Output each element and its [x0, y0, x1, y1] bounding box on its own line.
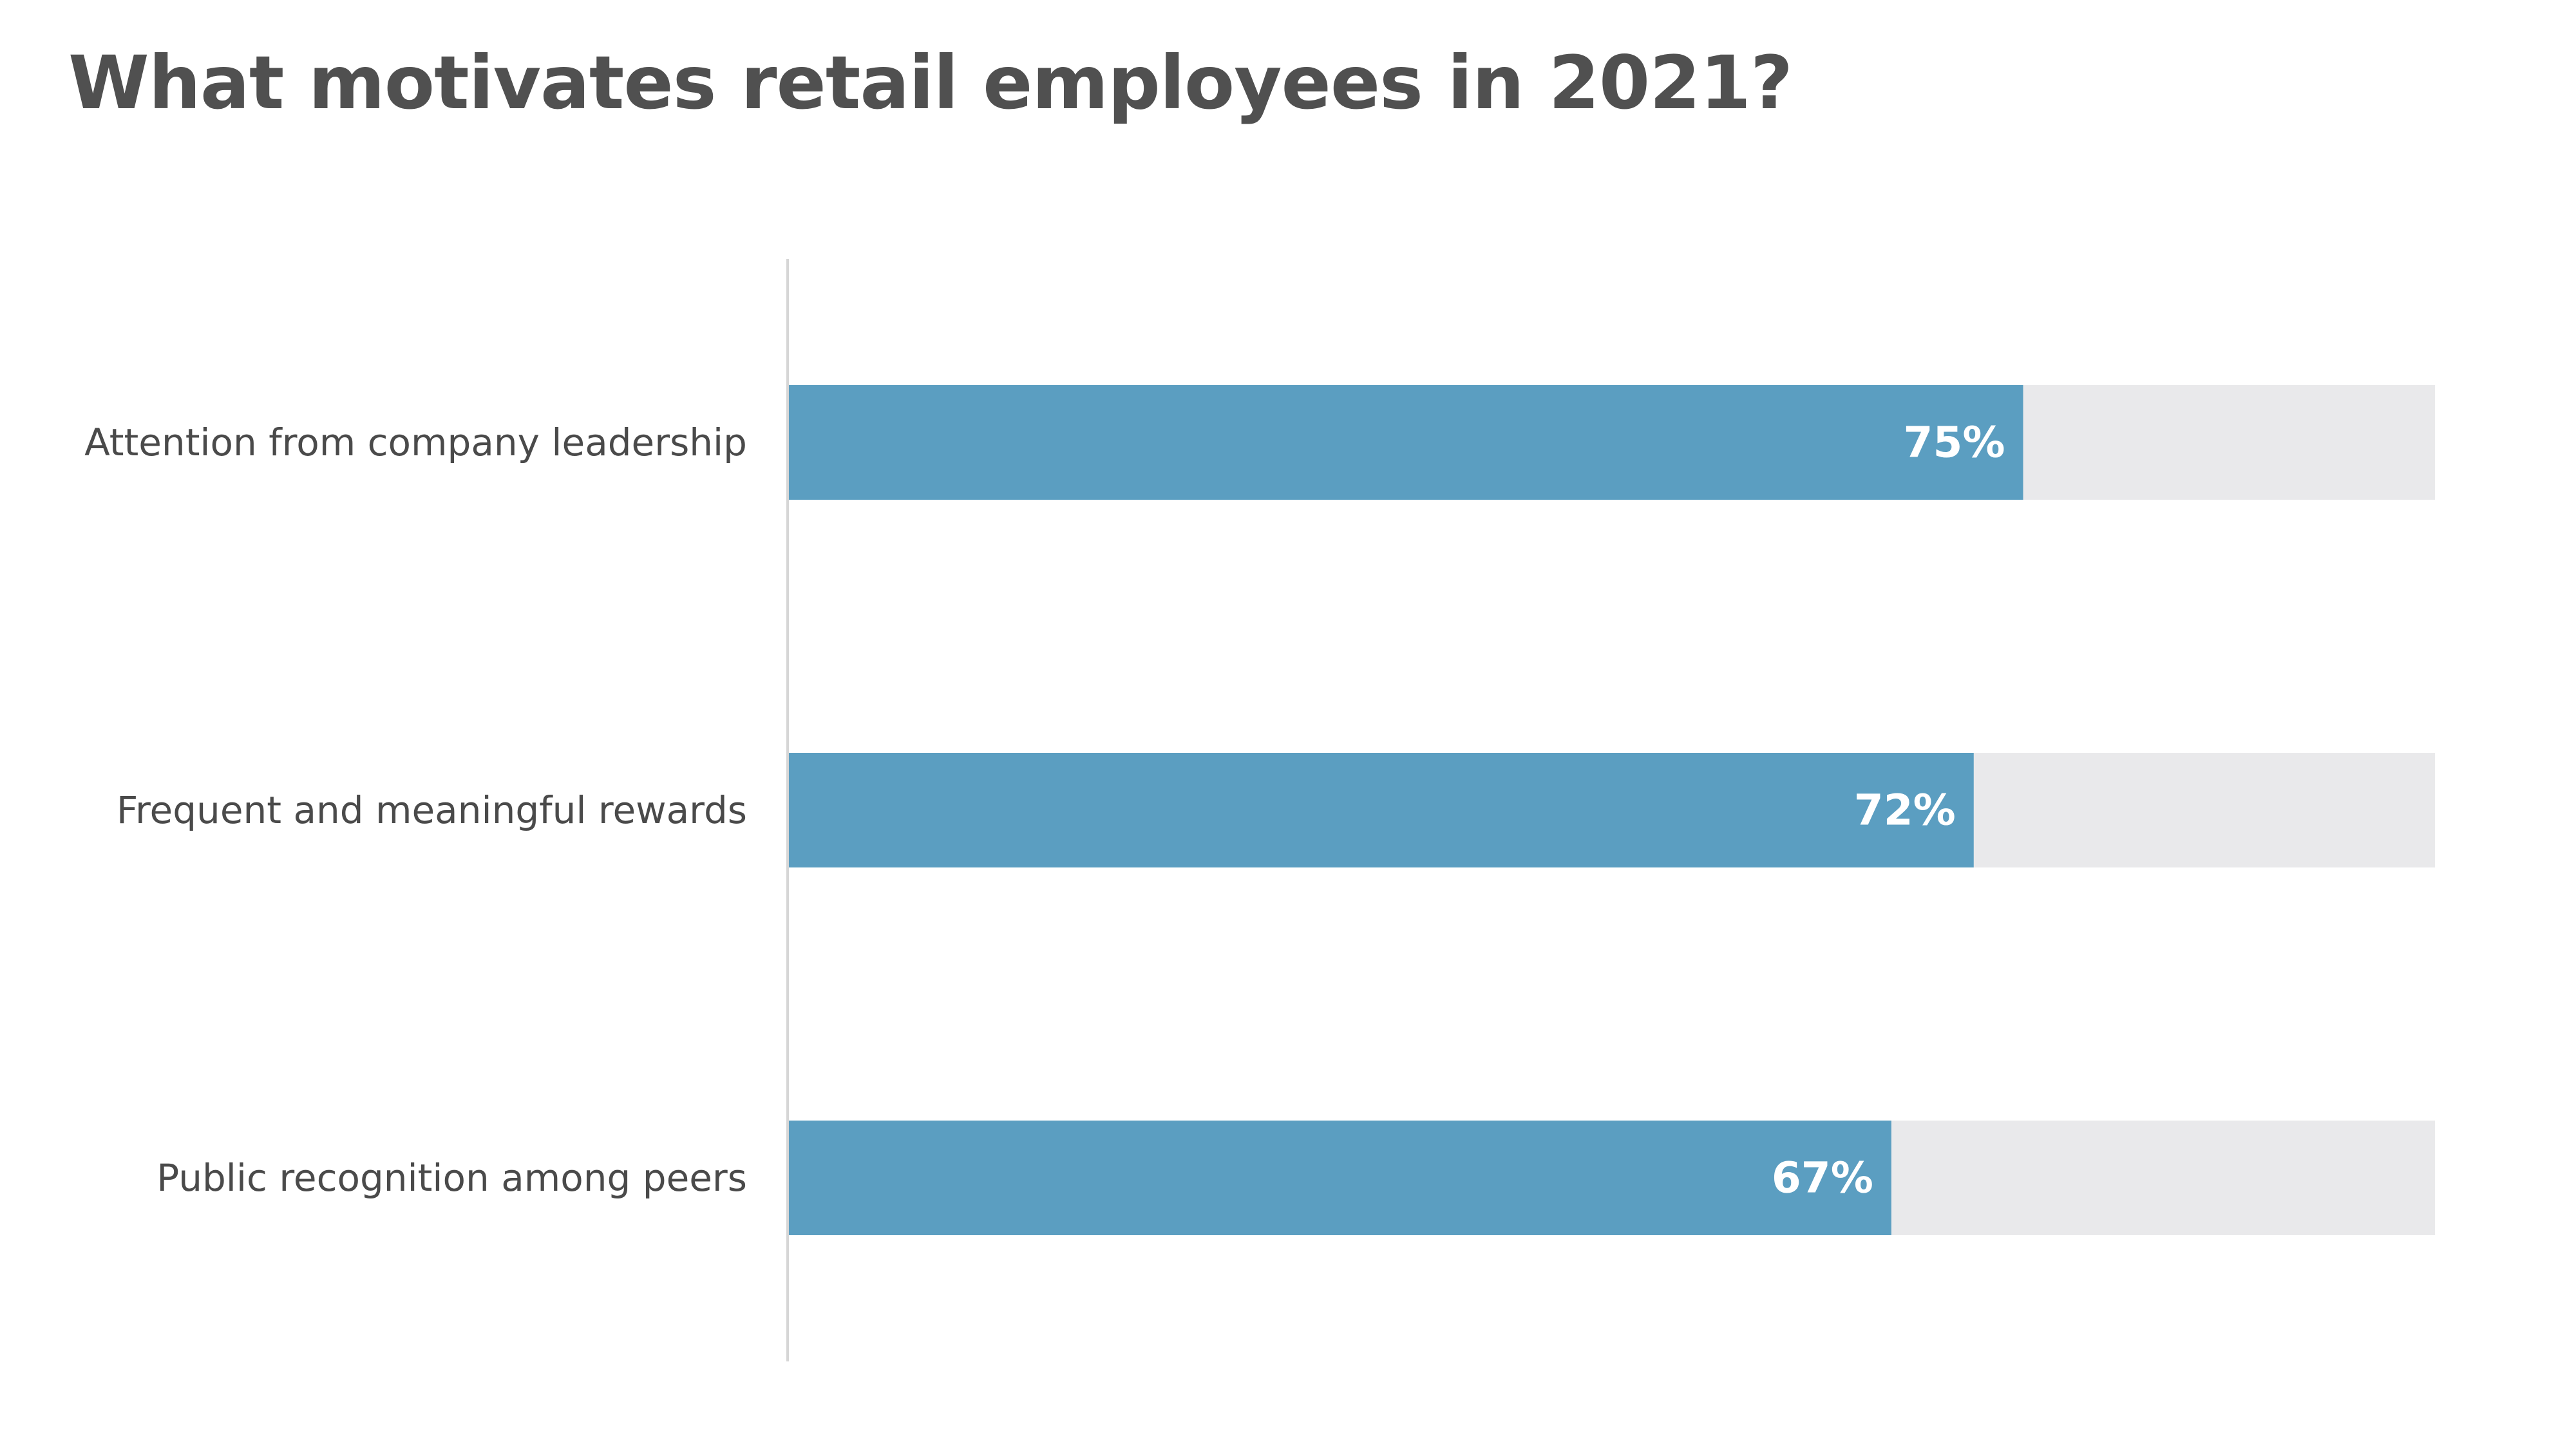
- chart-title: What motivates retail employees in 2021?: [68, 40, 1793, 126]
- category-label: Attention from company leadership: [84, 421, 747, 464]
- bar: [788, 753, 1974, 867]
- bar: [788, 385, 2023, 500]
- value-label: 75%: [1904, 418, 2005, 468]
- category-label: Frequent and meaningful rewards: [117, 788, 747, 832]
- category-labels: Attention from company leadership Frequen…: [84, 421, 747, 1200]
- category-label: Public recognition among peers: [156, 1156, 747, 1200]
- bars: [788, 385, 2023, 1235]
- value-label: 67%: [1772, 1153, 1873, 1203]
- bar: [788, 1121, 1891, 1235]
- value-labels: 75% 72% 67%: [1772, 418, 2005, 1203]
- value-label: 72%: [1854, 786, 1956, 835]
